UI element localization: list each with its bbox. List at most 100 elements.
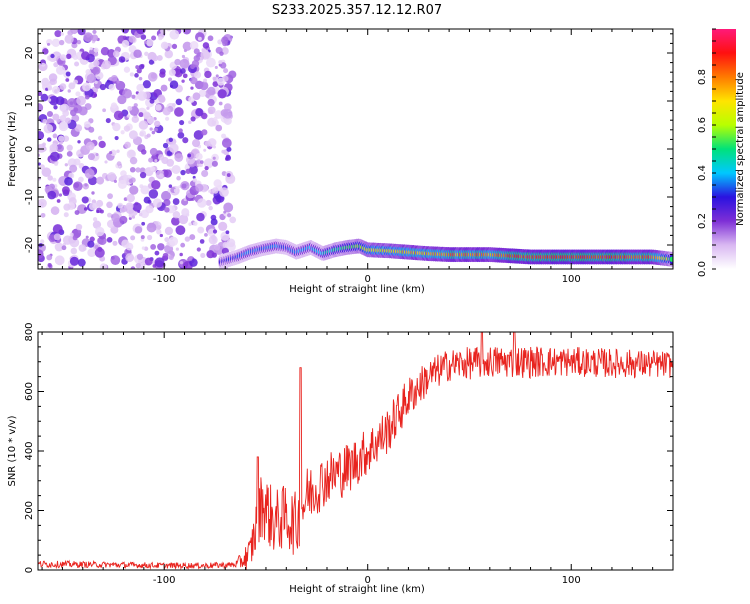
noise-speckle xyxy=(168,255,174,261)
noise-speckle xyxy=(225,155,232,161)
noise-speckle xyxy=(38,62,48,72)
noise-speckle xyxy=(81,196,89,204)
noise-speckle xyxy=(207,106,216,115)
noise-speckle xyxy=(222,40,228,47)
noise-speckle xyxy=(133,49,142,59)
noise-speckle xyxy=(169,29,180,40)
noise-speckle xyxy=(223,116,232,125)
noise-speckle xyxy=(128,149,136,157)
noise-speckle xyxy=(193,55,201,62)
noise-speckle xyxy=(205,57,216,68)
noise-speckle xyxy=(188,222,192,226)
noise-speckle xyxy=(116,161,122,167)
noise-speckle xyxy=(168,77,173,82)
noise-speckle xyxy=(211,160,218,167)
noise-speckle xyxy=(69,232,74,237)
noise-speckle xyxy=(78,244,87,252)
noise-speckle xyxy=(159,233,163,238)
noise-speckle xyxy=(129,166,136,173)
noise-speckle xyxy=(191,139,201,148)
noise-speckle xyxy=(66,144,73,151)
noise-speckle xyxy=(164,226,174,236)
noise-speckle xyxy=(54,255,65,266)
noise-speckle xyxy=(83,121,91,128)
noise-speckle xyxy=(97,135,103,141)
noise-speckle xyxy=(47,137,52,142)
noise-speckle xyxy=(175,186,179,190)
noise-speckle xyxy=(129,156,138,165)
noise-speckle xyxy=(106,201,113,209)
noise-speckle xyxy=(142,80,151,89)
noise-speckle xyxy=(130,235,136,241)
noise-speckle xyxy=(218,101,223,106)
noise-speckle xyxy=(77,29,86,36)
colorbar-tick-label: 0.6 xyxy=(697,117,708,133)
noise-speckle xyxy=(190,116,196,122)
noise-speckle xyxy=(99,83,107,91)
noise-speckle xyxy=(225,230,230,235)
noise-speckle xyxy=(159,71,166,78)
snr-xlabel: Height of straight line (km) xyxy=(289,584,425,595)
noise-speckle xyxy=(198,89,207,97)
noise-speckle xyxy=(164,207,170,213)
noise-speckle xyxy=(85,68,92,75)
noise-speckle xyxy=(213,179,222,188)
noise-speckle xyxy=(83,32,94,42)
noise-speckle xyxy=(75,223,83,231)
noise-speckle xyxy=(136,83,145,92)
snr-plot-area xyxy=(38,332,673,570)
noise-speckle xyxy=(223,103,232,112)
noise-speckle xyxy=(200,50,211,60)
noise-speckle xyxy=(192,175,196,179)
noise-speckle xyxy=(65,53,72,60)
noise-speckle xyxy=(173,188,178,193)
noise-speckle xyxy=(99,209,104,214)
noise-speckle xyxy=(158,36,163,41)
noise-speckle xyxy=(146,106,150,110)
noise-speckle xyxy=(212,187,219,194)
noise-speckle xyxy=(138,212,143,217)
y-tick-label: 200 xyxy=(24,501,35,520)
noise-speckle xyxy=(175,247,179,251)
noise-speckle xyxy=(171,164,181,174)
noise-speckle xyxy=(96,209,100,214)
noise-speckle xyxy=(180,242,186,248)
noise-speckle xyxy=(61,245,67,251)
noise-speckle xyxy=(216,77,225,86)
noise-speckle xyxy=(72,54,78,60)
noise-speckle xyxy=(177,131,185,139)
noise-speckle xyxy=(112,240,118,246)
colorbar-ticks: 0.0 0.2 0.4 0.6 0.8 xyxy=(697,28,716,277)
spectrogram-xlabel: Height of straight line (km) xyxy=(289,284,425,295)
noise-speckle xyxy=(52,224,63,235)
noise-speckle xyxy=(64,117,72,124)
noise-speckle xyxy=(64,176,73,186)
snr-axes: -100 0 100 0 200 400 600 800 xyxy=(24,322,674,586)
noise-speckle xyxy=(192,92,201,101)
noise-speckle xyxy=(56,199,61,203)
noise-speckle xyxy=(206,250,215,259)
noise-speckle xyxy=(85,141,95,151)
noise-speckle xyxy=(125,202,134,211)
noise-speckle xyxy=(144,257,153,266)
noise-speckle xyxy=(160,84,168,92)
noise-speckle xyxy=(141,221,146,226)
noise-speckle xyxy=(135,65,140,70)
noise-speckle xyxy=(210,218,218,226)
noise-speckle xyxy=(53,62,59,68)
noise-speckle xyxy=(145,205,154,214)
noise-speckle xyxy=(146,133,151,138)
noise-speckle xyxy=(181,54,186,59)
noise-speckle xyxy=(43,123,54,134)
noise-speckle xyxy=(151,153,161,163)
noise-speckle xyxy=(207,98,215,107)
noise-speckle xyxy=(200,252,206,259)
x-tick-label: -100 xyxy=(153,274,176,285)
noise-speckle xyxy=(144,51,149,57)
noise-speckle xyxy=(218,60,223,65)
noise-speckle xyxy=(86,73,97,84)
noise-speckle xyxy=(84,168,95,179)
noise-speckle xyxy=(119,215,128,224)
noise-speckle xyxy=(181,208,190,217)
